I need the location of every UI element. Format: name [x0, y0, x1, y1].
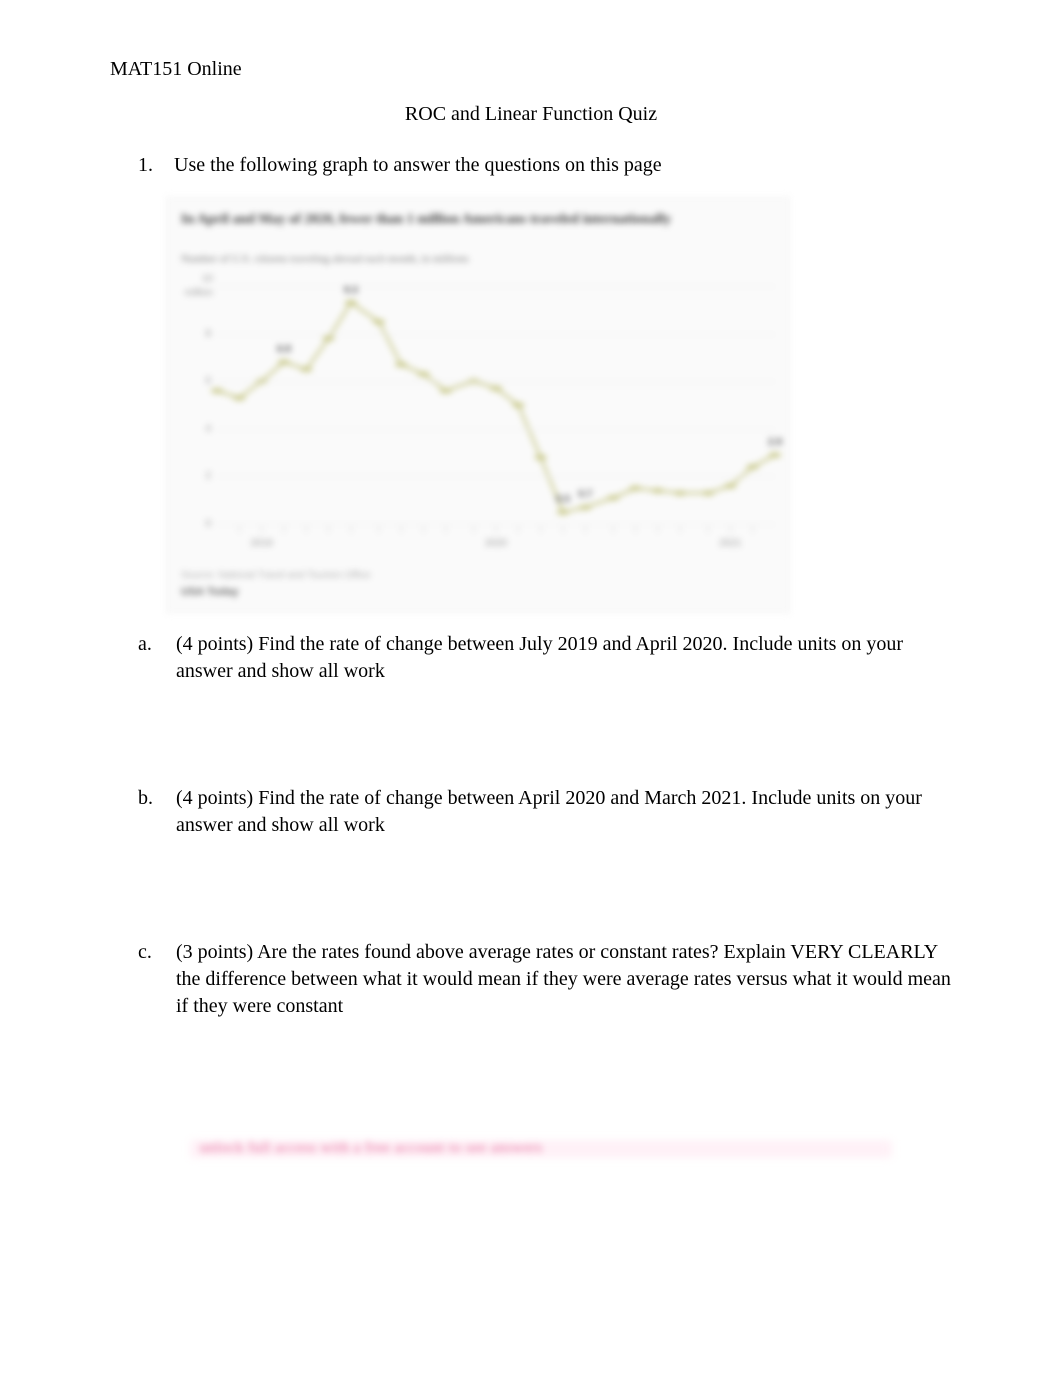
x-tick: |	[473, 525, 475, 536]
x-tick: |	[350, 525, 352, 536]
x-year-label: 2021	[719, 537, 741, 551]
footer-hidden-text: unlock full access with a free account t…	[200, 1138, 543, 1158]
x-tick: |	[400, 525, 402, 536]
q1b-text: (4 points) Find the rate of change betwe…	[176, 785, 952, 839]
x-tick: |	[752, 525, 754, 536]
question-1b: b. (4 points) Find the rate of change be…	[138, 785, 952, 839]
x-tick: |	[657, 525, 659, 536]
line-path	[217, 286, 775, 524]
q1a-text: (4 points) Find the rate of change betwe…	[176, 631, 952, 685]
data-point-label: 9.3	[344, 284, 358, 298]
x-tick: |	[283, 525, 285, 536]
chart-brand: USA Today	[181, 585, 238, 600]
gridline	[217, 429, 775, 430]
x-tick: |	[707, 525, 709, 536]
chart-subtitle: Number of U.S. citizens traveling abroad…	[181, 252, 775, 267]
x-tick: |	[517, 525, 519, 536]
data-point-label: 0.7	[578, 488, 592, 502]
y-tick-label: 0	[181, 517, 211, 531]
gridline	[217, 334, 775, 335]
x-tick: |	[729, 525, 731, 536]
quiz-title: ROC and Linear Function Quiz	[110, 101, 952, 128]
q1-number: 1.	[138, 152, 158, 179]
question-1c: c. (3 points) Are the rates found above …	[138, 939, 952, 1020]
gridline	[217, 476, 775, 477]
y-tick-label: 4	[181, 422, 211, 436]
travel-chart: In April and May of 2020, fewer than 1 m…	[166, 197, 790, 613]
blurred-footer: unlock full access with a free account t…	[110, 1120, 952, 1200]
x-tick: |	[584, 525, 586, 536]
y-tick-label: 6	[181, 374, 211, 388]
question-1: 1. Use the following graph to answer the…	[138, 152, 952, 179]
x-tick: |	[445, 525, 447, 536]
x-tick: |	[305, 525, 307, 536]
x-year-label: 2020	[485, 537, 507, 551]
x-year-label: 2019	[251, 537, 273, 551]
y-tick-label: 8	[181, 327, 211, 341]
x-tick: |	[328, 525, 330, 536]
q1-text: Use the following graph to answer the qu…	[174, 152, 662, 179]
question-1a: a. (4 points) Find the rate of change be…	[138, 631, 952, 685]
x-tick: |	[562, 525, 564, 536]
x-tick: |	[495, 525, 497, 536]
x-tick: |	[422, 525, 424, 536]
gridline	[217, 381, 775, 382]
y-tick-label: 10 million	[173, 273, 213, 300]
data-point-label: 2.9	[768, 436, 782, 450]
x-tick: |	[238, 525, 240, 536]
x-tick: |	[679, 525, 681, 536]
gridline	[217, 286, 775, 287]
chart-title: In April and May of 2020, fewer than 1 m…	[181, 212, 775, 229]
q1a-letter: a.	[138, 631, 160, 685]
x-tick: |	[378, 525, 380, 536]
course-header: MAT151 Online	[110, 56, 952, 83]
x-tick: |	[261, 525, 263, 536]
data-point-label: 6.8	[277, 343, 291, 357]
q1c-letter: c.	[138, 939, 160, 1020]
plot-area: 0246810 million|||||||||||||||||||||||20…	[217, 286, 775, 524]
x-tick: |	[612, 525, 614, 536]
q1c-text: (3 points) Are the rates found above ave…	[176, 939, 952, 1020]
x-tick: |	[634, 525, 636, 536]
y-tick-label: 2	[181, 470, 211, 484]
x-tick: |	[540, 525, 542, 536]
data-point-label: 0.5	[556, 493, 570, 507]
q1b-letter: b.	[138, 785, 160, 839]
chart-source: Source: National Travel and Tourism Offi…	[181, 569, 371, 583]
